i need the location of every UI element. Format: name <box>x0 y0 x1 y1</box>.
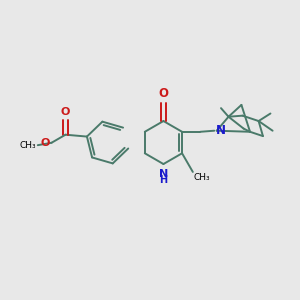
Text: O: O <box>61 107 70 117</box>
Text: CH₃: CH₃ <box>20 141 36 150</box>
Text: N: N <box>159 169 168 178</box>
Text: H: H <box>159 175 167 185</box>
Text: O: O <box>158 87 168 100</box>
Text: N: N <box>215 124 226 136</box>
Text: CH₃: CH₃ <box>194 173 210 182</box>
Text: O: O <box>41 138 50 148</box>
